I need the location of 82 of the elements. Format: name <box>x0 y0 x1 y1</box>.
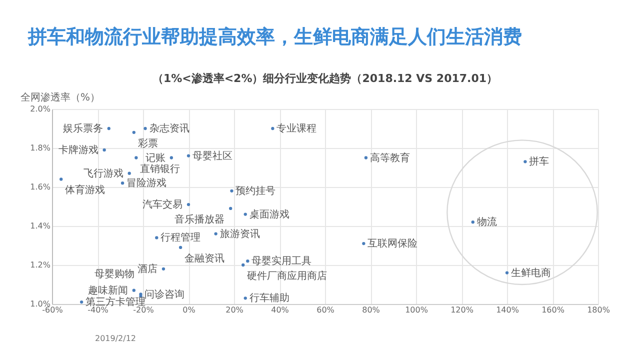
y-tick-label: 1.2% <box>30 260 51 270</box>
annotation: 行程管理 <box>160 232 201 244</box>
point <box>362 242 366 246</box>
x-tick-label: 180% <box>587 306 610 314</box>
annotation: 母婴社区 <box>192 150 232 162</box>
point <box>132 130 136 134</box>
point <box>80 300 84 304</box>
point <box>524 160 527 164</box>
point <box>471 220 474 224</box>
point <box>134 156 138 160</box>
x-tick-label: 40% <box>271 306 290 314</box>
point <box>242 263 245 267</box>
annotation: 音乐播放器 <box>174 213 225 226</box>
point <box>186 154 190 158</box>
point <box>162 267 166 270</box>
point <box>244 296 247 300</box>
annotation: 旅游资讯 <box>220 228 260 240</box>
annotation: 汽车交易 <box>142 198 182 211</box>
x-tick-label: 140% <box>496 306 520 314</box>
point <box>246 260 250 263</box>
point <box>178 246 182 250</box>
y-tick-label: 2.0% <box>30 104 51 114</box>
point <box>244 212 247 216</box>
x-tick-label: 20% <box>226 306 244 314</box>
x-tick-label: -20% <box>133 306 154 314</box>
point <box>132 288 136 292</box>
annotation: 酒店 <box>137 262 158 275</box>
annotation: 专业课程 <box>276 122 317 134</box>
point <box>230 189 234 192</box>
annotation: 金融资讯 <box>184 252 225 264</box>
annotation: 母婴实用工具 <box>252 255 312 268</box>
x-tick-label: 120% <box>450 306 474 314</box>
x-tick-label: -60% <box>42 306 64 314</box>
annotation: 母婴购物 <box>94 268 135 280</box>
point <box>505 271 509 274</box>
chart-subtitle: （1%<渗透率<2%）细分行业变化趋势（2018.12 VS 2017.01） <box>152 72 498 85</box>
x-tick-label: 100% <box>405 306 428 314</box>
annotation: 硬件厂商应用商店 <box>247 270 328 282</box>
annotation: 桌面游戏 <box>249 208 290 220</box>
point <box>128 172 131 175</box>
point <box>271 126 274 130</box>
y-tick-label: 1.0% <box>30 300 51 308</box>
point <box>364 156 368 160</box>
annotation: 问诊咨询 <box>144 288 185 300</box>
annotation: 物流 <box>476 216 497 228</box>
annotation: 娱乐票务 <box>62 122 103 134</box>
point <box>214 232 218 236</box>
annotation: 趣味新闻 <box>88 284 128 296</box>
annotation: 体育游戏 <box>65 184 106 196</box>
annotation: 行车辅助 <box>249 292 290 304</box>
point <box>102 148 106 152</box>
annotation: 高等教育 <box>370 152 410 164</box>
text: 2019/2/12 <box>95 334 136 343</box>
annotation: 杂志资讯 <box>149 122 190 134</box>
x-tick-label: 60% <box>316 306 335 314</box>
y-tick-label: 1.8% <box>30 144 51 152</box>
annotation: 预约挂号 <box>236 184 276 197</box>
annotation: 互联网保险 <box>368 238 418 250</box>
y-axis-title: 全网渗透率（%） <box>20 92 100 104</box>
annotation: 拼车 <box>529 156 550 168</box>
annotation: 卡牌游戏 <box>58 144 98 156</box>
annotation: 记账 <box>145 152 166 164</box>
point <box>170 156 174 160</box>
y-tick-label: 1.6% <box>30 182 51 192</box>
x-tick-label: 0% <box>182 306 196 314</box>
point <box>155 236 158 240</box>
annotation: 直销银行 <box>140 162 180 175</box>
chart-title: 拼车和物流行业帮助提高效率，生鲜电商满足人们生活消费 <box>28 25 522 50</box>
point <box>144 126 147 130</box>
point <box>229 206 232 210</box>
point <box>60 178 63 181</box>
y-tick-label: 1.4% <box>30 222 51 230</box>
x-tick-label: 160% <box>542 306 565 314</box>
point <box>186 202 190 206</box>
point <box>120 182 124 185</box>
annotation: 彩票 <box>138 137 158 150</box>
annotation: 飞行游戏 <box>83 167 124 180</box>
x-tick-label: 80% <box>362 306 380 314</box>
x-tick-label: -40% <box>88 306 109 314</box>
annotation: 生鲜电商 <box>511 266 551 279</box>
annotation: 冒险游戏 <box>126 177 167 190</box>
point <box>107 126 110 130</box>
